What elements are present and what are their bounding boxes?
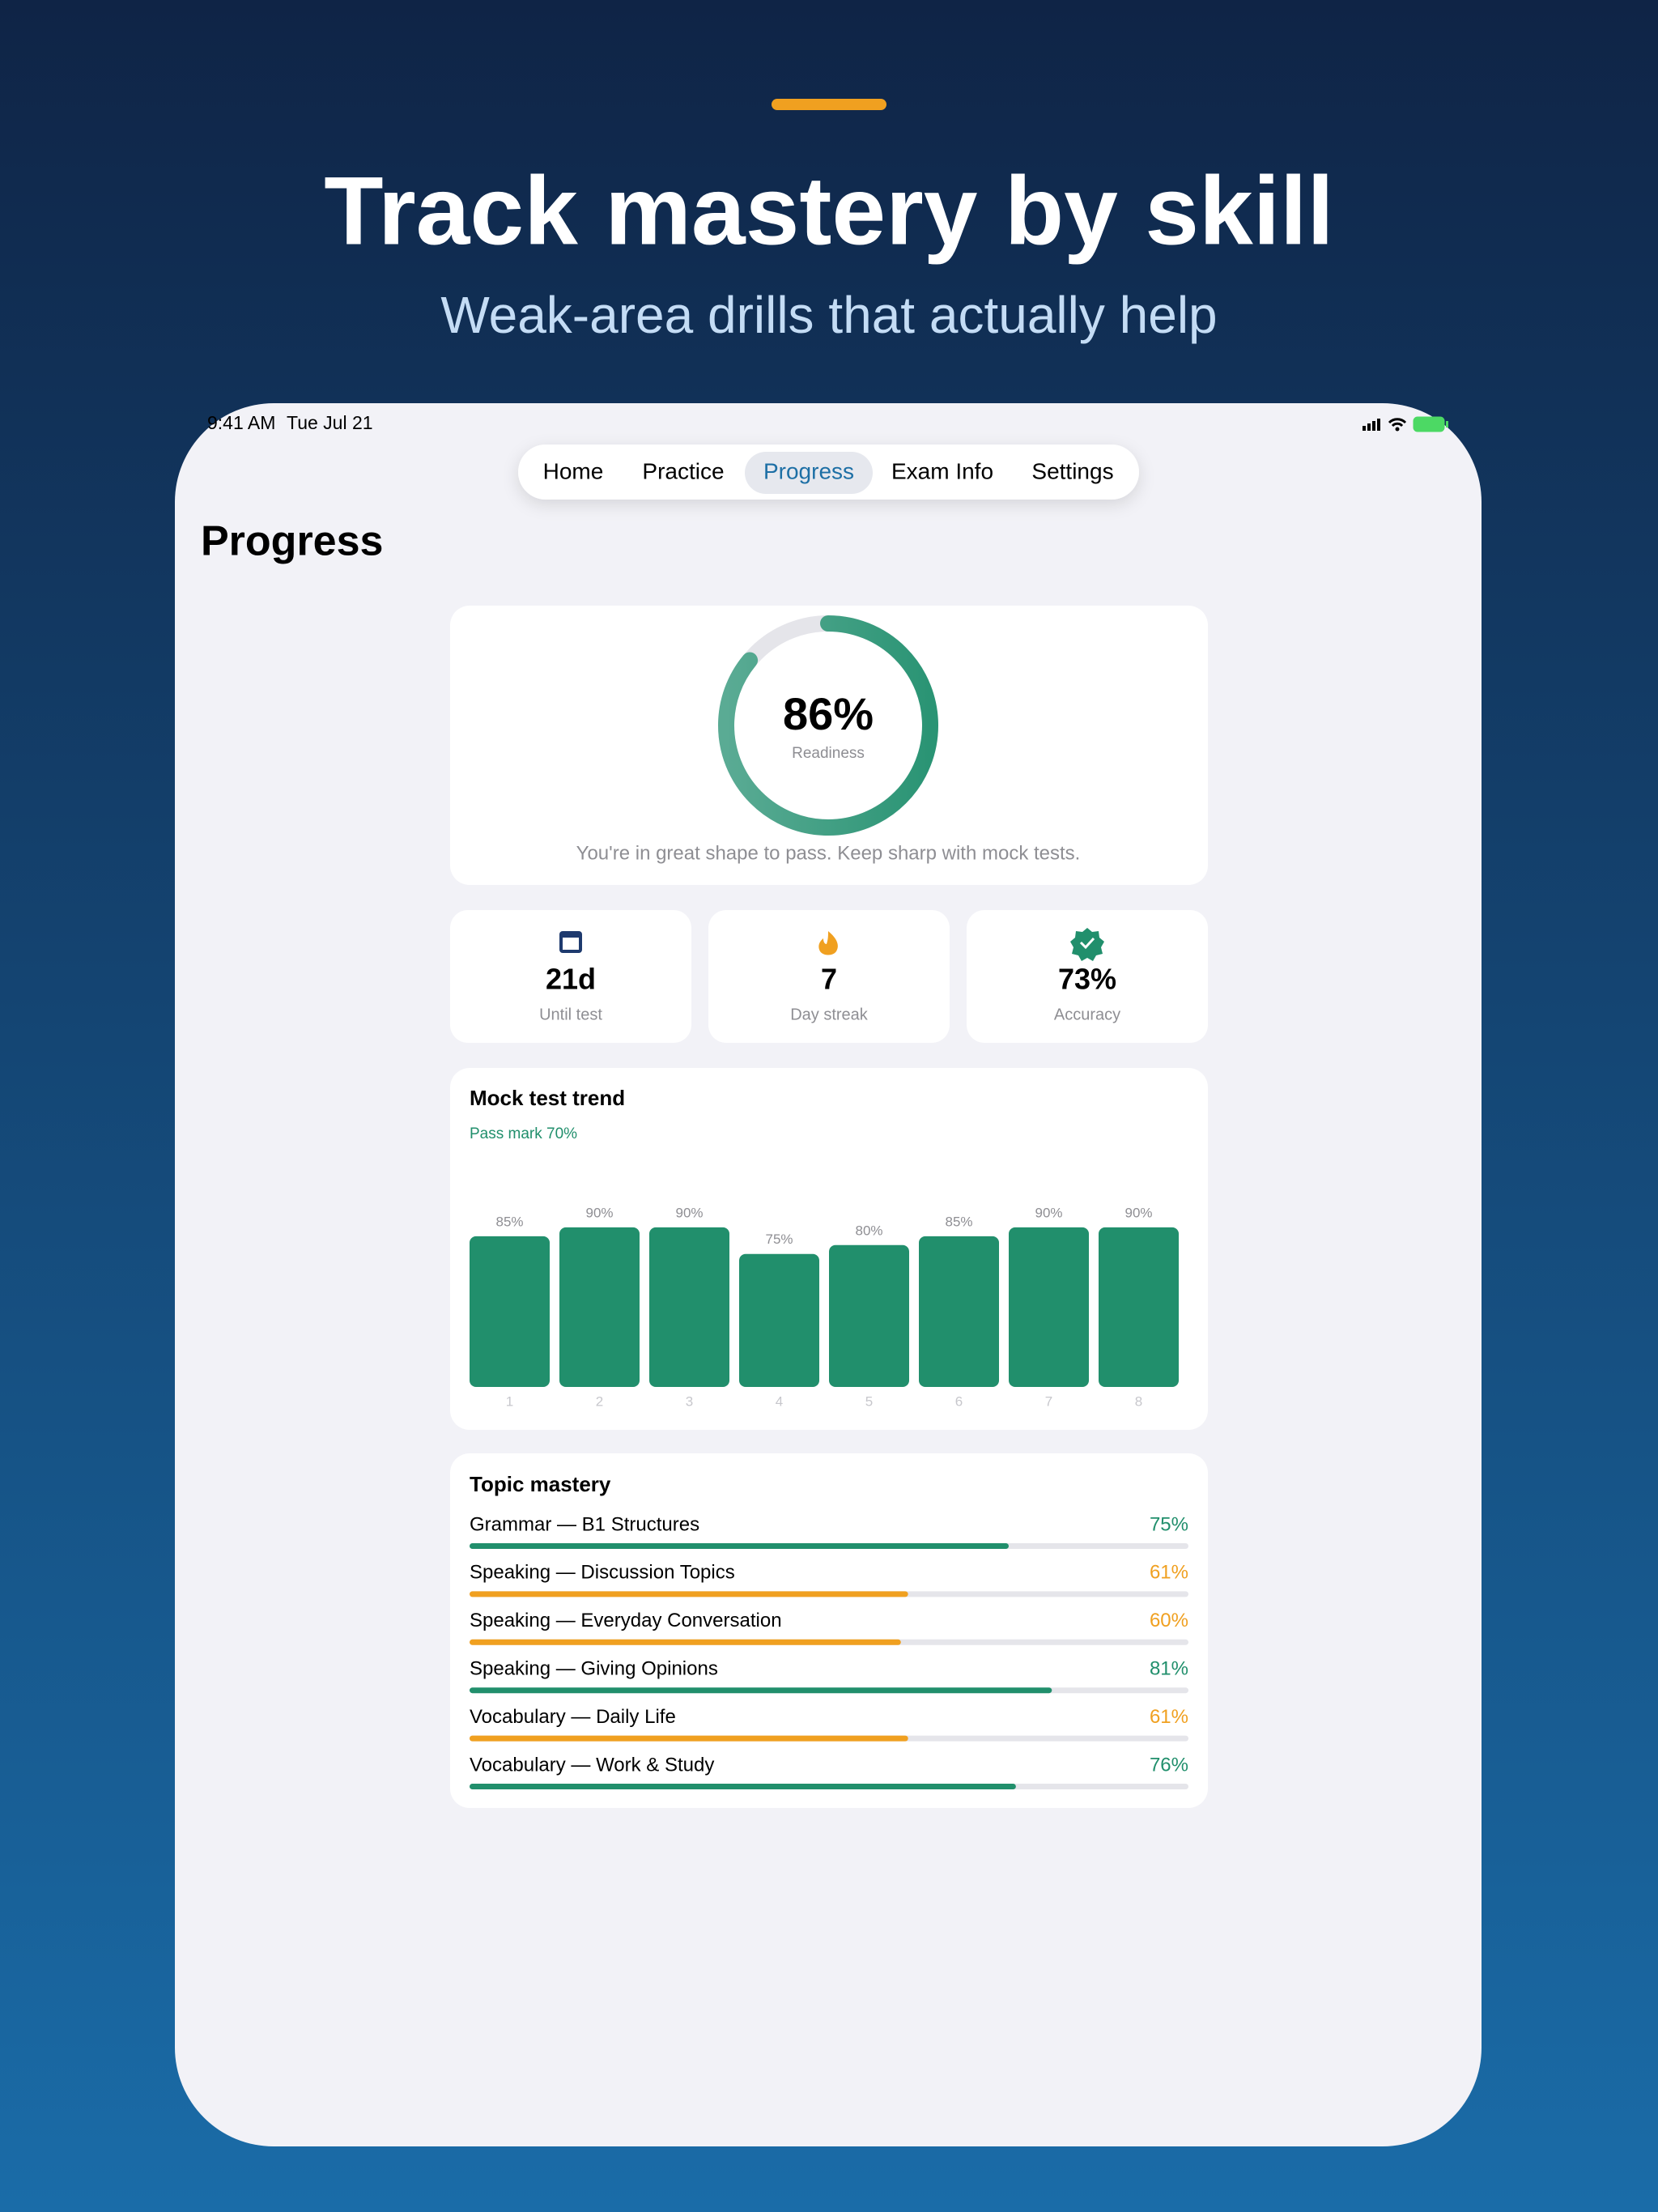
readiness-card bbox=[450, 606, 1208, 885]
readiness-value: 86% bbox=[783, 688, 874, 739]
bar bbox=[1099, 1227, 1179, 1387]
topic-title: Topic mastery bbox=[470, 1472, 611, 1496]
bar-value-label: 85% bbox=[945, 1214, 972, 1229]
bar-value-label: 90% bbox=[1035, 1205, 1062, 1220]
accent-bar bbox=[772, 99, 886, 110]
topic-bar bbox=[470, 1543, 1009, 1549]
subheadline: Weak-area drills that actually help bbox=[440, 286, 1217, 344]
bar-value-label: 80% bbox=[855, 1223, 882, 1238]
bar-category: 8 bbox=[1135, 1393, 1142, 1409]
bar-category: 2 bbox=[596, 1393, 603, 1409]
readiness-caption: You're in great shape to pass. Keep shar… bbox=[576, 842, 1081, 864]
tab[interactable]: Exam Info bbox=[891, 458, 993, 483]
tab-selected bbox=[745, 452, 873, 494]
stat-card bbox=[708, 910, 950, 1043]
topic-name: Vocabulary — Work & Study bbox=[470, 1754, 714, 1776]
topic-percent: 60% bbox=[1150, 1610, 1188, 1631]
topic-name: Vocabulary — Daily Life bbox=[470, 1706, 676, 1728]
bar bbox=[649, 1227, 729, 1387]
stat-icons bbox=[559, 928, 1104, 961]
tab[interactable]: Practice bbox=[642, 458, 724, 483]
bar-value-label: 90% bbox=[675, 1205, 703, 1220]
topic-bar bbox=[470, 1735, 908, 1742]
stat-value: 7 bbox=[821, 963, 837, 996]
topic-percent: 76% bbox=[1150, 1754, 1188, 1776]
bar bbox=[919, 1236, 999, 1387]
bar-category: 1 bbox=[506, 1393, 513, 1409]
stat-card bbox=[967, 910, 1208, 1043]
page-title: Progress bbox=[201, 518, 383, 565]
tab[interactable]: Progress bbox=[763, 458, 854, 483]
bar-value-label: 85% bbox=[495, 1214, 523, 1229]
readiness-ring bbox=[718, 615, 938, 836]
stat-label: Day streak bbox=[790, 1006, 869, 1023]
topic-percent: 81% bbox=[1150, 1658, 1188, 1680]
stat-label: Until test bbox=[539, 1006, 602, 1023]
headline: Track mastery by skill bbox=[324, 157, 1333, 266]
readiness-label: Readiness bbox=[792, 745, 865, 762]
topic-name: Grammar — B1 Structures bbox=[470, 1513, 699, 1535]
topic-percent: 61% bbox=[1150, 1562, 1188, 1584]
topic-percent: 75% bbox=[1150, 1513, 1188, 1535]
topic-bar bbox=[470, 1639, 901, 1645]
trend-title: Mock test trend bbox=[470, 1086, 625, 1110]
stat-label: Accuracy bbox=[1054, 1006, 1120, 1023]
tab[interactable]: Home bbox=[543, 458, 604, 483]
bar-value-label: 90% bbox=[1124, 1205, 1152, 1220]
topic-card bbox=[450, 1453, 1208, 1808]
bar-category: 5 bbox=[865, 1393, 873, 1409]
topic-bar bbox=[470, 1591, 908, 1597]
topic-name: Speaking — Giving Opinions bbox=[470, 1658, 718, 1680]
topic-name: Speaking — Everyday Conversation bbox=[470, 1610, 782, 1631]
bar bbox=[470, 1236, 550, 1387]
status-date: Tue Jul 21 bbox=[287, 412, 373, 433]
tab[interactable]: Settings bbox=[1031, 458, 1113, 483]
pass-mark: Pass mark 70% bbox=[470, 1125, 577, 1142]
topic-bar bbox=[470, 1784, 1016, 1789]
status-time: 9:41 AM bbox=[207, 412, 275, 433]
bar-value-label: 75% bbox=[765, 1231, 793, 1247]
bar bbox=[739, 1253, 819, 1387]
bar bbox=[829, 1244, 909, 1387]
bar bbox=[559, 1227, 640, 1387]
bar-category: 4 bbox=[776, 1393, 783, 1409]
stat-value: 21d bbox=[546, 963, 596, 996]
topic-name: Speaking — Discussion Topics bbox=[470, 1562, 735, 1584]
bar-value-label: 90% bbox=[585, 1205, 613, 1220]
stat-value: 73% bbox=[1058, 963, 1116, 996]
bar-category: 6 bbox=[955, 1393, 963, 1409]
bar bbox=[1009, 1227, 1089, 1387]
bar-category: 3 bbox=[686, 1393, 693, 1409]
stat-card bbox=[450, 910, 691, 1043]
topic-bar bbox=[470, 1687, 1052, 1694]
topic-percent: 61% bbox=[1150, 1706, 1188, 1728]
status-icons bbox=[1363, 416, 1448, 432]
bar-category: 7 bbox=[1045, 1393, 1052, 1409]
